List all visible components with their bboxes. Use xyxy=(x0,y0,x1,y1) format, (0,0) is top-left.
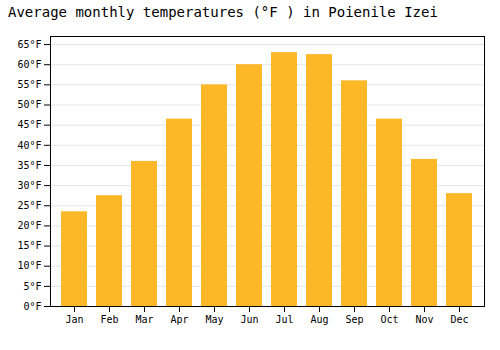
svg-text:15°F: 15°F xyxy=(17,240,41,251)
svg-text:50°F: 50°F xyxy=(17,99,41,110)
svg-text:May: May xyxy=(205,314,223,325)
svg-text:55°F: 55°F xyxy=(17,79,41,90)
svg-text:Dec: Dec xyxy=(450,314,468,325)
svg-text:Jun: Jun xyxy=(240,314,258,325)
svg-text:Aug: Aug xyxy=(310,314,328,325)
svg-text:Mar: Mar xyxy=(135,314,153,325)
html-text:Average monthly temperatures (: Average monthly temperatures (°F ) in Po… xyxy=(8,4,438,20)
svg-text:Apr: Apr xyxy=(170,314,188,325)
svg-text:45°F: 45°F xyxy=(17,119,41,130)
svg-text:35°F: 35°F xyxy=(17,160,41,171)
svg-text:0°F: 0°F xyxy=(23,301,41,312)
svg-text:Nov: Nov xyxy=(415,314,433,325)
svg-text:40°F: 40°F xyxy=(17,140,41,151)
svg-text:5°F: 5°F xyxy=(23,281,41,292)
svg-text:30°F: 30°F xyxy=(17,180,41,191)
svg-text:60°F: 60°F xyxy=(17,59,41,70)
svg-text:Sep: Sep xyxy=(345,314,363,325)
svg-text:10°F: 10°F xyxy=(17,260,41,271)
svg-text:Jan: Jan xyxy=(65,314,83,325)
svg-text:25°F: 25°F xyxy=(17,200,41,211)
svg-text:Feb: Feb xyxy=(100,314,118,325)
svg-text:65°F: 65°F xyxy=(17,39,41,50)
svg-text:Oct: Oct xyxy=(380,314,398,325)
svg-text:20°F: 20°F xyxy=(17,220,41,231)
svg-text:Jul: Jul xyxy=(275,314,293,325)
